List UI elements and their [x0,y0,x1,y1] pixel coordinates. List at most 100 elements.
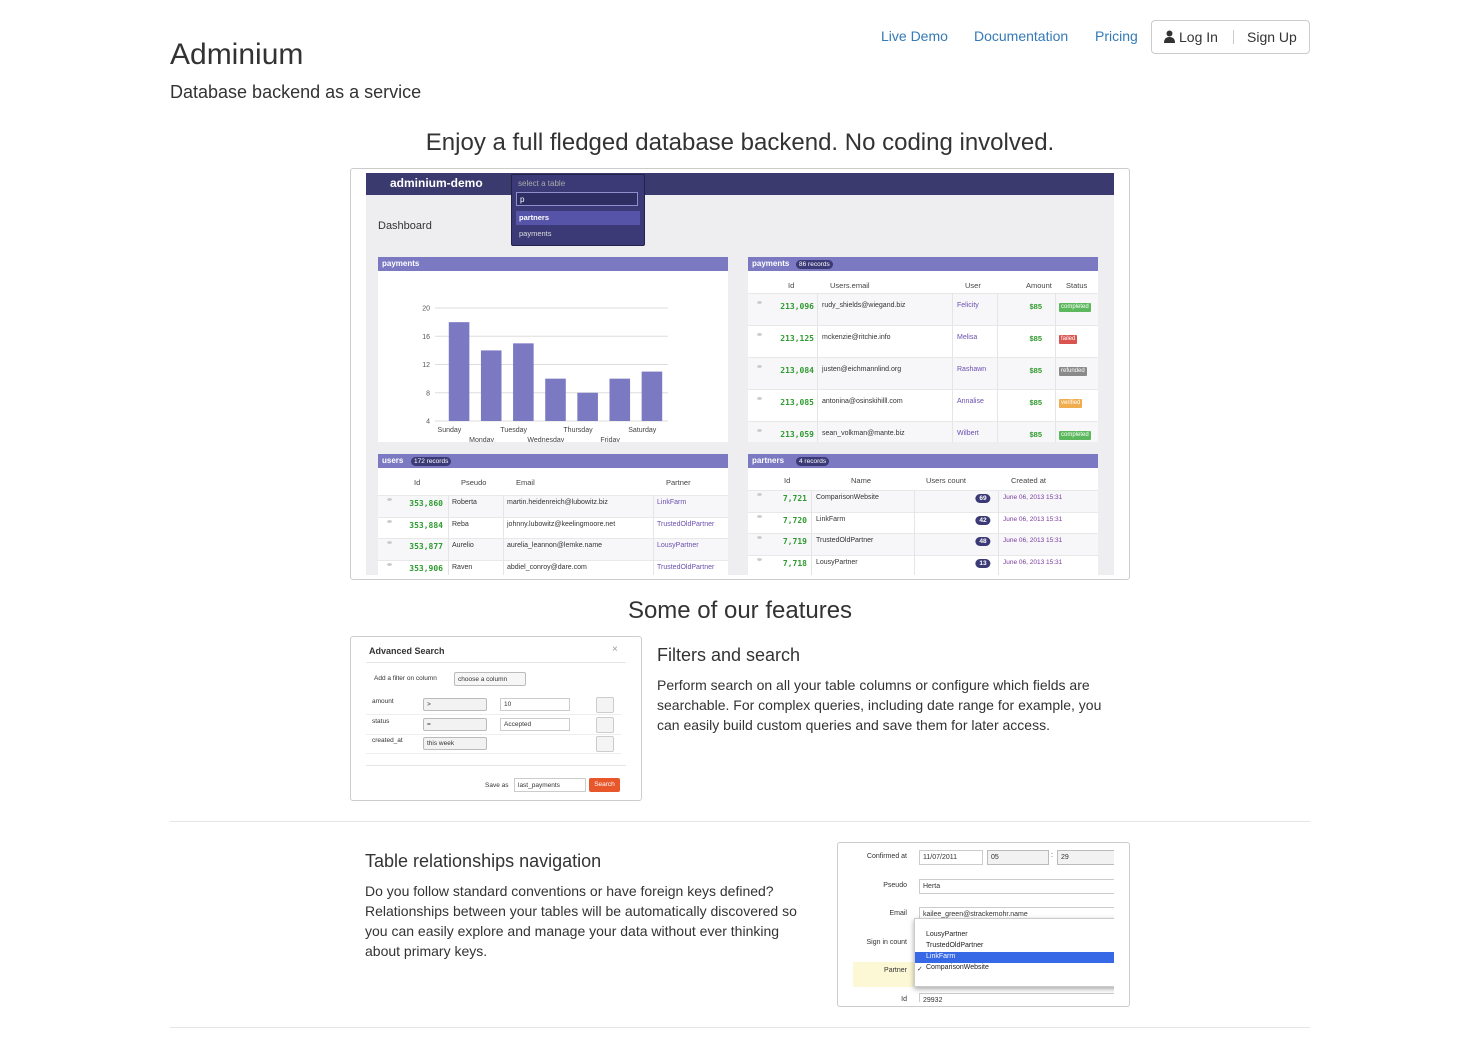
separator [170,821,1310,822]
table-cell: martin.heidenreich@lubowitz.biz [507,499,608,506]
operator-select[interactable]: > [423,698,487,711]
field-label: Email [889,910,907,918]
table-cell: 213,084 [780,366,814,375]
signup-button[interactable]: Sign Up [1247,29,1297,45]
column-header: Id [414,478,421,487]
x-tick-label: Thursday [563,427,593,434]
table-cell: 7,718 [782,558,807,568]
search-screenshot: Advanced Search × Add a filter on column ch… [366,640,626,796]
field-input[interactable]: Herta [919,878,1114,894]
y-tick-label: 8 [426,390,430,397]
hero-heading: Enjoy a full fledged database backend. N… [425,129,1055,156]
panel-title: payments [752,259,790,268]
table-cell: LousyPartner [816,558,858,566]
auth-buttons: Log In Sign Up [1151,20,1310,54]
table-cell: TrustedOldPartner [816,537,874,544]
row-stripe [748,421,1098,442]
app-brand: adminium-demo [390,176,483,190]
save-input[interactable]: last_payments [514,778,586,792]
bar [480,350,502,421]
column-header: Name [851,476,872,485]
table-cell: failed [1059,335,1078,344]
view-icon [387,498,392,501]
column-header: Users.email [830,281,870,290]
row-line [748,293,1098,294]
filter-value[interactable]: 10 [500,698,570,711]
select-option[interactable]: partners [516,211,640,225]
table-cell: completed [1059,431,1091,440]
bar [448,322,470,421]
row-line [378,538,728,540]
select-input[interactable]: p [516,192,638,206]
panel-title: users [382,456,404,465]
bar [513,343,534,421]
partner-option[interactable]: ComparisonWebsite [926,964,989,971]
field-input[interactable]: 29932 [919,993,1114,1002]
table-cell: LinkFarm [657,499,687,506]
table-cell: TrustedOldPartner [657,520,715,528]
delete-button[interactable] [596,697,614,713]
column-line [997,357,998,389]
view-icon [387,519,392,523]
column-line [503,559,504,575]
column-line [952,421,953,442]
select-option[interactable]: payments [519,229,552,238]
divider [1233,30,1234,44]
field-label: Sign in count [866,938,907,946]
column-line [448,516,449,539]
view-icon [757,514,762,518]
row-stripe [378,495,728,517]
nav-link[interactable]: Documentation [974,28,1069,44]
column-line [1055,325,1056,357]
row-line [748,421,1098,422]
table-cell: 7,720 [782,515,807,525]
divider [366,662,626,663]
delete-button[interactable] [596,736,614,752]
table-cell: $85 [1029,430,1042,439]
selected-option-bg [915,952,1114,963]
partner-option[interactable]: LousyPartner [926,931,968,938]
column-line [653,516,654,539]
panel-header: users 172 records [378,454,728,468]
table-cell: 13 [975,558,991,568]
divider [366,753,621,754]
row-stripe [748,357,1098,389]
close-button[interactable]: × [612,644,618,655]
search-button[interactable]: Search [589,778,620,792]
table-cell: 48 [975,537,991,546]
column-line [817,357,818,389]
row-line [378,559,728,561]
login-button[interactable]: Log In [1179,29,1218,45]
column-header: Email [516,478,535,487]
column-line [817,421,818,442]
view-icon [757,493,762,496]
features-heading: Some of our features [627,597,853,624]
operator-select[interactable]: = [423,717,487,731]
site-title: Adminium [170,38,304,71]
column-line [503,516,504,539]
feature-title: Table relationships navigation [365,851,602,871]
hour-select[interactable]: 05 [987,850,1049,865]
field-input[interactable]: 11/07/2011 [919,850,983,865]
record-count-badge: 4 records [796,456,830,466]
table-cell: 213,125 [780,334,814,343]
partner-option[interactable]: LinkFarm [926,953,956,960]
x-tick-label: Tuesday [500,427,527,434]
table-cell: 353,906 [409,563,443,573]
partner-option[interactable]: TrustedOldPartner [926,942,984,949]
app-screenshot: adminium-demo select a table p partners … [366,173,1114,575]
table-cell: abdiel_conroy@dare.com [507,563,587,571]
delete-button[interactable] [596,716,614,733]
column-line [811,533,812,555]
y-tick-label: 16 [422,334,430,341]
column-header: Amount [1026,281,1052,290]
minute-select[interactable]: 29 [1057,850,1114,865]
filter-value[interactable]: Accepted [500,717,570,731]
nav-link[interactable]: Pricing [1095,28,1138,44]
nav-link[interactable]: Live Demo [881,28,948,44]
bar [609,378,631,421]
operator-select[interactable]: this week [423,737,487,750]
column-select[interactable]: choose a column [454,672,526,686]
column-line [914,533,915,555]
table-cell: Roberta [452,499,477,506]
